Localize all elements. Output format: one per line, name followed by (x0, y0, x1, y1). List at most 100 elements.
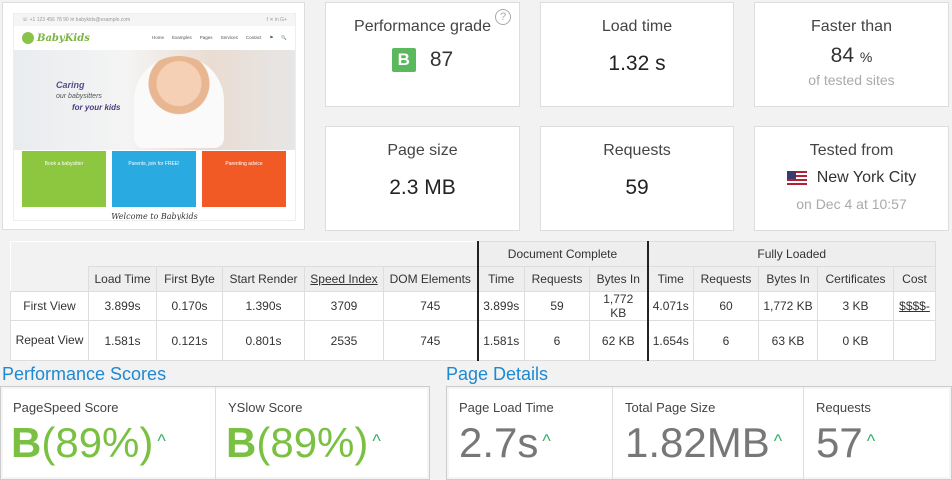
preview-card: Book a babysitter (22, 151, 106, 207)
preview-menu: Home Examples Pages Services Contact ⚑ 🔍 (152, 35, 287, 41)
table-cell: 63 KB (758, 320, 818, 361)
col-dom-elements: DOM Elements (383, 266, 478, 292)
preview-menu-item: Services (220, 35, 238, 40)
group-document-complete: Document Complete (476, 241, 648, 267)
group-fully-loaded: Fully Loaded (646, 241, 936, 267)
preview-contact: ☏ +1 123 456 78 90 ✉ babykids@example.co… (22, 17, 131, 23)
table-cell: 59 (524, 291, 590, 321)
hero-line3: for your kids (72, 103, 121, 112)
table-blank (10, 266, 89, 292)
col-full-bytes: Bytes In (758, 266, 818, 292)
us-flag-icon (786, 170, 807, 185)
col-first-byte: First Byte (156, 266, 223, 292)
screenshot-card: ☏ +1 123 456 78 90 ✉ babykids@example.co… (2, 2, 305, 230)
total-page-size-value: 1.82MB (625, 419, 770, 466)
table-row: Repeat View 1.581s 0.121s 0.801s 2535 74… (10, 320, 936, 361)
preview-hero: Caring our babysitters for your kids (14, 50, 295, 150)
pagespeed-score: PageSpeed Score B(89%) ^ (1, 387, 216, 479)
yslow-value-row: B(89%) ^ (226, 419, 381, 467)
table-cell: 3.899s (88, 291, 157, 321)
col-doc-requests: Requests (524, 266, 590, 292)
logo-text: BabyKids (37, 32, 90, 44)
pagespeed-grade: B (11, 419, 42, 466)
faster-than-card: Faster than 84 % of tested sites (754, 2, 949, 107)
requests-card: Requests 59 (540, 126, 734, 231)
pagespeed-label: PageSpeed Score (13, 400, 119, 415)
grade-badge: B (391, 48, 416, 72)
table-cell: 4.071s (646, 291, 694, 321)
page-load-time-label: Page Load Time (459, 400, 554, 415)
table-cell (893, 320, 936, 361)
preview-social: f ✕ in G+ (266, 17, 287, 23)
table-cell: 1.581s (476, 320, 525, 361)
child-photo (134, 56, 224, 148)
faster-than-value: 84 (830, 44, 855, 67)
col-doc-bytes: Bytes In (589, 266, 648, 292)
hero-text: Caring our babysitters (56, 80, 102, 102)
page-details-panel: Page Load Time 2.7s ^ Total Page Size 1.8… (446, 386, 952, 480)
requests-detail-row: 57 ^ (816, 419, 875, 467)
table-header-row: Load Time First Byte Start Render Speed … (10, 266, 936, 292)
hero-line2: our babysitters (56, 93, 102, 100)
page-details-title: Page Details (446, 364, 549, 384)
faster-than-sub: of tested sites (808, 72, 895, 88)
tested-from-location: New York City (816, 169, 917, 186)
total-page-size-row: 1.82MB ^ (625, 419, 782, 467)
results-table: Document Complete Fully Loaded Load Time… (10, 241, 936, 361)
preview-logo: BabyKids (22, 32, 90, 44)
table-cell: 1.390s (222, 291, 305, 321)
requests-label: Requests (603, 142, 671, 159)
table-cell: 1,772 KB (589, 291, 648, 321)
table-cell: 0.170s (156, 291, 223, 321)
website-screenshot[interactable]: ☏ +1 123 456 78 90 ✉ babykids@example.co… (13, 13, 296, 221)
performance-grade-card: ? Performance grade B 87 (325, 2, 520, 107)
page-size-label: Page size (387, 142, 458, 159)
preview-menu-item: Pages (199, 35, 213, 40)
col-start-render: Start Render (222, 266, 305, 292)
preview-menu-item: ⚑ (269, 35, 274, 40)
table-blank (10, 241, 478, 267)
cost-link[interactable]: $$$$- (893, 291, 936, 321)
table-cell: 3 KB (817, 291, 894, 321)
preview-menu-item: Contact (245, 35, 262, 40)
preview-nav: BabyKids Home Examples Pages Services Co… (14, 26, 295, 50)
logo-icon (22, 32, 34, 44)
tested-from-date: on Dec 4 at 10:57 (796, 196, 907, 212)
grade-value: 87 (429, 48, 454, 71)
requests-detail: Requests 57 ^ (804, 387, 952, 479)
up-arrow-icon: ^ (372, 431, 381, 451)
pagespeed-value: (89%) (41, 419, 154, 466)
yslow-grade: B (226, 419, 257, 466)
up-arrow-icon: ^ (542, 431, 551, 451)
preview-cards: Book a babysitter Parents, join for FREE… (14, 151, 295, 207)
help-icon[interactable]: ? (495, 9, 511, 25)
table-cell: 3.899s (476, 291, 525, 321)
table-cell: 1.654s (646, 320, 694, 361)
tested-from-label: Tested from (809, 142, 894, 159)
table-cell: 2535 (304, 320, 384, 361)
load-time-label: Load time (601, 18, 673, 35)
col-doc-time: Time (476, 266, 525, 292)
requests-detail-label: Requests (816, 400, 871, 415)
faster-than-label: Faster than (811, 18, 892, 35)
tested-from-location-row: New York City (755, 169, 948, 187)
page-load-time: Page Load Time 2.7s ^ (447, 387, 613, 479)
performance-scores-title: Performance Scores (2, 364, 167, 384)
table-cell: 6 (693, 320, 759, 361)
col-cost: Cost (893, 266, 936, 292)
table-cell: 1,772 KB (758, 291, 818, 321)
table-cell: 6 (524, 320, 590, 361)
preview-menu-item: Examples (172, 35, 192, 40)
preview-menu-item: 🔍 (281, 35, 287, 40)
table-row: First View 3.899s 0.170s 1.390s 3709 745… (10, 291, 936, 321)
load-time-card: Load time 1.32 s (540, 2, 734, 107)
table-cell: 0.121s (156, 320, 223, 361)
table-cell: 0 KB (817, 320, 894, 361)
load-time-value: 1.32 s (608, 52, 666, 75)
col-full-requests: Requests (693, 266, 759, 292)
yslow-label: YSlow Score (228, 400, 303, 415)
col-speed-index[interactable]: Speed Index (304, 266, 384, 292)
preview-card: Parents, join for FREE! (112, 151, 196, 207)
page-size-card: Page size 2.3 MB (325, 126, 520, 231)
pagespeed-value-row: B(89%) ^ (11, 419, 166, 467)
